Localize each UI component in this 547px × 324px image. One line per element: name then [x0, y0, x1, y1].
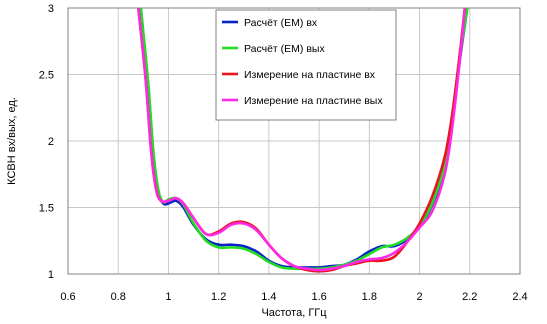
legend-label: Расчёт (ЕМ) вых: [244, 43, 325, 55]
legend-label: Измерение на пластине вх: [244, 69, 376, 81]
x-tick-label: 1.6: [311, 291, 326, 303]
y-tick-label: 1: [48, 269, 54, 281]
y-tick-label: 3: [48, 3, 54, 15]
y-tick-label: 2: [48, 136, 54, 148]
x-tick-label: 0.6: [60, 291, 75, 303]
series-line-4: [137, 8, 467, 272]
series-layer: [137, 8, 469, 273]
chart-legend: Расчёт (ЕМ) вх Расчёт (ЕМ) вых Измерение н…: [215, 9, 397, 121]
y-axis-tick-labels: 1 1.5 2 2.5 3: [39, 3, 54, 281]
x-tick-label: 1: [165, 291, 171, 303]
x-tick-label: 2.4: [512, 291, 527, 303]
x-axis-tick-labels: 0.6 0.8 1 1.2 1.4 1.6 1.8 2 2.2 2.4: [60, 291, 527, 303]
x-tick-label: 2.2: [462, 291, 477, 303]
legend-label: Измерение на пластине вых: [244, 95, 383, 107]
x-axis-title: Частота, ГГц: [261, 307, 327, 319]
x-tick-label: 1.4: [261, 291, 276, 303]
y-axis-title: КСВН вх/вых, ед.: [6, 97, 18, 185]
y-tick-label: 2.5: [39, 70, 54, 82]
y-tick-label: 1.5: [39, 203, 54, 215]
x-tick-label: 1.2: [211, 291, 226, 303]
x-tick-label: 2: [416, 291, 422, 303]
x-tick-label: 0.8: [111, 291, 126, 303]
plot-area-frame: [67, 7, 521, 275]
legend-label: Расчёт (ЕМ) вх: [244, 17, 318, 29]
legend-box: [215, 9, 397, 121]
x-tick-label: 1.8: [362, 291, 377, 303]
